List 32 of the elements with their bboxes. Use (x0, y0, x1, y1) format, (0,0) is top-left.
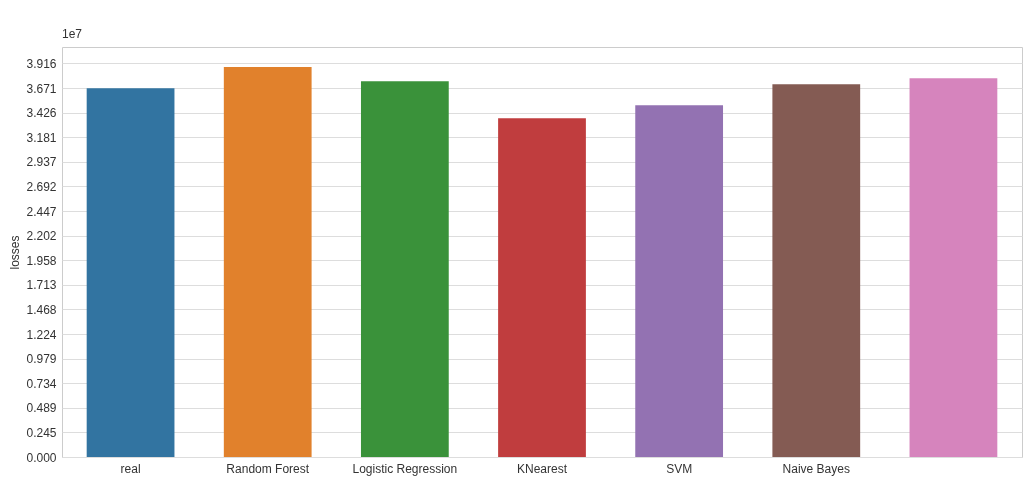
x-tick-label: Logistic Regression (352, 461, 458, 476)
x-tick-label: KNearest (516, 461, 568, 476)
bar (360, 81, 449, 457)
x-tick-label: SVM (666, 461, 693, 476)
y-tick-label: 3.181 (26, 130, 57, 145)
y-tick-label: 1.713 (26, 278, 57, 293)
x-tick-label: real (120, 461, 141, 476)
y-tick-label: 1.224 (26, 327, 57, 342)
y-tick-label: 3.426 (26, 106, 57, 121)
y-tick-label: 1.958 (26, 253, 57, 268)
bar (223, 67, 312, 457)
y-tick-label: 0.489 (26, 401, 57, 416)
bar (635, 105, 724, 457)
y-axis-title: losses (8, 235, 23, 270)
bar (86, 88, 175, 457)
y-tick-label: 2.447 (26, 204, 57, 219)
bar (772, 84, 861, 457)
y-tick-label: 3.916 (26, 56, 57, 71)
y-tick-label: 0.000 (26, 450, 57, 465)
y-tick-label: 0.245 (26, 425, 57, 440)
y-tick-label: 2.202 (26, 229, 57, 244)
bar (909, 78, 998, 457)
y-tick-label: 0.734 (26, 376, 57, 391)
text: 1e7 (62, 27, 83, 41)
y-tick-label: 2.937 (26, 155, 57, 170)
x-tick-label: Random Forest (226, 461, 310, 476)
bar (498, 118, 586, 457)
y-tick-label: 0.979 (26, 352, 57, 367)
y-tick-label: 1.468 (26, 302, 57, 317)
y-tick-label: 2.692 (26, 179, 57, 194)
y-tick-label: 3.671 (26, 81, 57, 96)
x-tick-label: Naive Bayes (782, 461, 850, 476)
